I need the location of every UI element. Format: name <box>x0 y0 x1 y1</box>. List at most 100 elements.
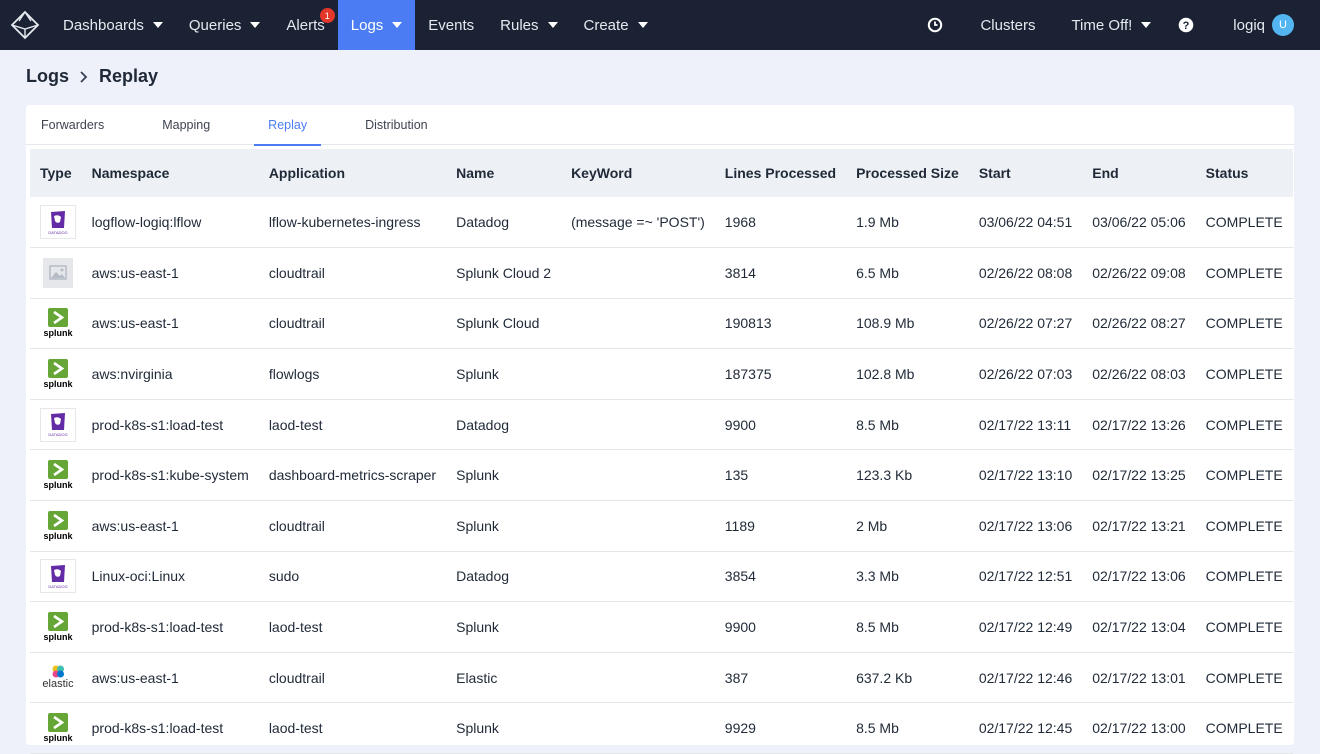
cell-status: COMPLETE <box>1195 197 1293 249</box>
column-header-application[interactable]: Application <box>268 165 346 181</box>
cell-processed-size: 8.5 Mb <box>846 702 969 754</box>
cell-status: COMPLETE <box>1195 247 1293 299</box>
cell-application: cloudtrail <box>258 247 447 299</box>
splunk-logo-icon: splunk <box>40 509 76 543</box>
column-header-namespace[interactable]: Namespace <box>91 165 170 181</box>
cell-status: COMPLETE <box>1195 500 1293 552</box>
cell-name: Splunk <box>446 348 562 400</box>
cell-processed-size: 637.2 Kb <box>846 652 969 704</box>
nav-item-label: Queries <box>188 16 242 34</box>
clusters-link[interactable]: Clusters <box>967 0 1048 50</box>
cell-processed-size: 102.8 Mb <box>846 348 969 400</box>
cell-status: COMPLETE <box>1195 298 1293 350</box>
app-logo-icon[interactable] <box>0 0 50 50</box>
tab-distribution[interactable]: Distribution <box>365 118 428 132</box>
cell-keyword <box>561 247 715 299</box>
nav-item-logs[interactable]: Logs <box>337 0 416 50</box>
nav-item-alerts[interactable]: Alerts 1 <box>273 0 337 50</box>
cell-lines-processed: 9929 <box>714 702 847 754</box>
cell-namespace: aws:us-east-1 <box>81 298 259 350</box>
nav-item-events[interactable]: Events <box>415 0 487 50</box>
chevron-down-icon <box>637 22 648 28</box>
column-header-name[interactable]: Name <box>456 165 495 181</box>
tab-forwarders[interactable]: Forwarders <box>41 118 105 132</box>
tab-mapping[interactable]: Mapping <box>162 118 211 132</box>
cell-processed-size: 8.5 Mb <box>846 601 969 653</box>
cell-start-time: 02/26/22 07:27 <box>968 298 1083 350</box>
type-cell <box>30 247 82 299</box>
cell-keyword <box>561 500 715 552</box>
table-row[interactable]: splunk aws:us-east-1 cloudtrail Splunk 1189 2… <box>30 500 1293 552</box>
cell-namespace: prod-k8s-s1:load-test <box>81 601 259 653</box>
cell-name: Splunk <box>446 500 562 552</box>
cell-lines-processed: 1968 <box>714 197 847 249</box>
cell-start-time: 02/26/22 08:08 <box>968 247 1083 299</box>
splunk-logo-icon: splunk <box>40 610 76 644</box>
nav-item-create[interactable]: Create <box>571 0 661 50</box>
column-header-start[interactable]: Start <box>978 165 1011 181</box>
table-row[interactable]: elastic aws:us-east-1 cloudtrail Elastic 387… <box>30 652 1293 704</box>
cell-namespace: prod-k8s-s1:load-test <box>81 399 259 451</box>
time-off-menu[interactable]: Time Off! <box>1058 0 1164 50</box>
cell-start-time: 02/17/22 13:10 <box>968 449 1083 502</box>
cell-namespace: logflow-logiq:lflow <box>81 197 259 249</box>
clock-icon[interactable] <box>913 0 957 50</box>
table-row[interactable]: splunk prod-k8s-s1:load-test laod-test Splu… <box>30 702 1293 754</box>
table-row[interactable]: splunk prod-k8s-s1:kube-system dashboard-m… <box>30 449 1293 502</box>
cell-start-time: 02/17/22 12:49 <box>968 601 1083 653</box>
table-row[interactable]: splunk prod-k8s-s1:load-test laod-test Splu… <box>30 601 1293 653</box>
table-row[interactable]: splunk aws:us-east-1 cloudtrail Splunk Clou… <box>30 298 1293 350</box>
cell-keyword <box>561 601 715 653</box>
nav-item-queries[interactable]: Queries <box>176 0 274 50</box>
nav-item-dashboards[interactable]: Dashboards <box>50 0 176 50</box>
breadcrumb-current: Replay <box>99 66 159 86</box>
cell-lines-processed: 3814 <box>714 247 847 299</box>
cell-status: COMPLETE <box>1195 702 1293 754</box>
type-cell: splunk <box>30 449 82 502</box>
cell-processed-size: 8.5 Mb <box>846 399 969 451</box>
cell-start-time: 03/06/22 04:51 <box>968 197 1083 249</box>
user-menu[interactable]: logiq U <box>1220 0 1320 50</box>
cell-status: COMPLETE <box>1195 551 1293 603</box>
cell-keyword <box>561 551 715 603</box>
image-placeholder-icon <box>40 256 76 290</box>
tab-replay[interactable]: Replay <box>254 105 322 146</box>
cell-end-time: 02/26/22 08:03 <box>1082 348 1196 400</box>
table-row[interactable]: DATADOG Linux-oci:Linux sudo Datadog 3854 3.3… <box>30 551 1293 603</box>
cell-processed-size: 123.3 Kb <box>846 449 969 502</box>
cell-end-time: 02/17/22 13:06 <box>1082 551 1196 603</box>
splunk-logo-icon: splunk <box>40 458 76 492</box>
breadcrumb-parent[interactable]: Logs <box>26 66 69 86</box>
cell-application: flowlogs <box>258 348 447 400</box>
column-header-processed-size[interactable]: Processed Size <box>856 165 959 181</box>
table-row[interactable]: splunk aws:nvirginia flowlogs Splunk 187375 1… <box>30 348 1293 400</box>
column-header-keyword[interactable]: KeyWord <box>571 165 633 181</box>
splunk-logo-icon: splunk <box>40 357 76 391</box>
cell-namespace: prod-k8s-s1:load-test <box>81 702 259 754</box>
table-row[interactable]: DATADOG logflow-logiq:lflow lflow-kubernet… <box>30 197 1293 249</box>
cell-application: cloudtrail <box>258 500 447 552</box>
cell-processed-size: 1.9 Mb <box>846 197 969 249</box>
cell-namespace: prod-k8s-s1:kube-system <box>81 449 259 502</box>
table-row[interactable]: aws:us-east-1 cloudtrail Splunk Cloud 2 381… <box>30 247 1293 299</box>
column-header-end[interactable]: End <box>1092 165 1119 181</box>
column-header-type[interactable]: Type <box>40 165 72 181</box>
type-cell: splunk <box>30 348 82 400</box>
nav-item-rules[interactable]: Rules <box>487 0 570 50</box>
table-row[interactable]: DATADOG prod-k8s-s1:load-test laod-test Dat… <box>30 399 1293 451</box>
table-header-row: Type Namespace Application Name KeyWord Lines… <box>30 149 1293 197</box>
column-header-lines-processed[interactable]: Lines Processed <box>724 165 837 181</box>
cell-application: laod-test <box>258 601 447 653</box>
cell-name: Splunk <box>446 702 562 754</box>
cell-name: Splunk Cloud 2 <box>446 247 562 299</box>
alert-count-badge: 1 <box>319 8 335 23</box>
column-header-status[interactable]: Status <box>1205 165 1249 181</box>
cell-end-time: 02/26/22 08:27 <box>1082 298 1196 350</box>
elastic-logo-text: elastic <box>42 678 74 691</box>
nav-item-label: Dashboards <box>63 16 144 34</box>
help-icon[interactable]: ? <box>1164 0 1208 50</box>
table-body: DATADOG logflow-logiq:lflow lflow-kubernet… <box>30 197 1293 754</box>
splunk-logo-text: splunk <box>43 328 73 339</box>
datadog-logo-icon: DATADOG <box>40 205 76 240</box>
splunk-logo-text: splunk <box>43 530 73 541</box>
